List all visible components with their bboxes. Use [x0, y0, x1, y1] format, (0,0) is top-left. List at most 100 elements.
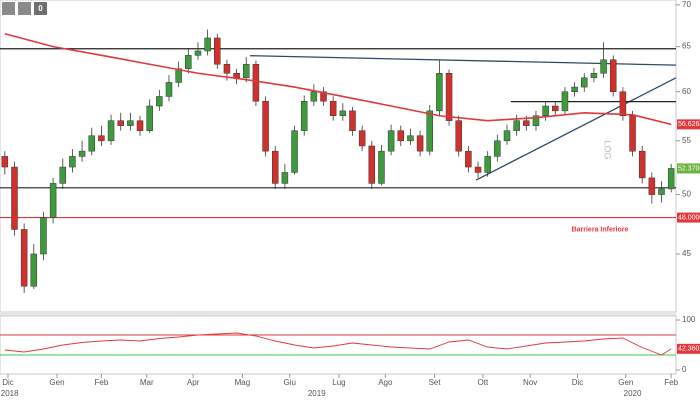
candle-body [320, 91, 327, 102]
candle-body [88, 135, 95, 152]
value-tag-label: 42.3602 [678, 346, 700, 353]
candle-body [629, 115, 636, 152]
candle-body [513, 120, 520, 131]
x-tick-label: Apr [187, 378, 200, 387]
candle-body [609, 59, 617, 92]
x-tick-label: Lug [332, 378, 345, 387]
value-tag-label: 56.6264 [678, 121, 700, 128]
candle-body [581, 77, 588, 88]
x-tick-label: Gen [49, 378, 64, 387]
candle-body [107, 120, 115, 142]
candle-body [368, 145, 376, 184]
moving-average [4, 32, 672, 126]
candle-body [638, 150, 646, 179]
candle-body [59, 166, 67, 184]
candle-body [204, 37, 211, 52]
candle-body [1, 156, 9, 168]
toolbar: 0 [2, 2, 47, 15]
tool-counter: 0 [38, 4, 43, 13]
candle-body [397, 130, 405, 142]
y-tick-label: 70 [682, 0, 691, 9]
x-tick-label: Ott [478, 378, 489, 387]
annotation: Barriera Inferiore [572, 226, 629, 233]
candle-body [387, 130, 395, 152]
x-tick-label: Nov [523, 378, 537, 387]
value-tag [677, 212, 700, 223]
candle-body [40, 217, 47, 255]
candle-body [378, 150, 385, 184]
y-tick-label: 55 [682, 136, 691, 145]
candle-body [194, 50, 202, 56]
candle-body [445, 73, 453, 121]
candle-body [223, 63, 231, 74]
x-tick-label: Feb [664, 378, 678, 387]
candle-body [69, 156, 76, 168]
candle-body [349, 110, 356, 131]
tool-button[interactable] [2, 2, 15, 15]
tool-button[interactable] [34, 2, 47, 15]
x-tick-label: Gen [618, 378, 633, 387]
candle-body [523, 120, 530, 126]
candle-body [49, 183, 57, 218]
x-tick-label: Dic [2, 378, 14, 387]
candle-body [426, 110, 433, 152]
candle-body [667, 168, 675, 190]
candle-body [494, 140, 501, 157]
candle-body [243, 63, 250, 79]
candle-body [291, 130, 298, 173]
candle-body [310, 91, 318, 102]
y-tick-label: 60 [682, 87, 691, 96]
candle-body [619, 91, 627, 116]
scale-label: LOG [603, 140, 613, 159]
candle-body [300, 100, 308, 131]
candle-body [214, 37, 221, 65]
candle-body [185, 55, 192, 69]
x-tick-label: Set [429, 378, 442, 387]
candle-body [252, 63, 260, 102]
candle-body [465, 150, 472, 168]
candle-body [329, 100, 337, 116]
x-tick-label: Giu [283, 378, 295, 387]
candle-body [552, 105, 559, 112]
rsi-line [4, 332, 672, 356]
candle-body [271, 150, 279, 184]
value-tag-label: 52.3700 [678, 165, 700, 172]
candle-body [503, 130, 511, 142]
x-tick-label: Feb [95, 378, 109, 387]
candle-body [281, 172, 289, 184]
candle-body [165, 82, 173, 97]
candle-body [436, 73, 443, 112]
candle-body [407, 135, 414, 142]
value-tag [677, 343, 700, 354]
candle-body [484, 156, 491, 173]
candle-body [561, 91, 569, 112]
y-tick-label: 45 [682, 249, 691, 258]
y-tick-label: 50 [682, 190, 691, 199]
year-label: 2018 [1, 389, 19, 398]
candle-body [474, 166, 482, 173]
candle-body [455, 120, 462, 152]
pane-divider [0, 313, 676, 316]
candle-body [571, 86, 578, 92]
x-tick-label: Dic [572, 378, 584, 387]
candle-body [156, 96, 163, 107]
candle-body [262, 100, 269, 152]
rsi-tick-label: 0 [682, 365, 687, 374]
candle-body [11, 166, 18, 230]
price-pane [0, 0, 677, 313]
y-tick-label: 65 [682, 42, 691, 51]
candle-body [117, 120, 124, 126]
candle-body [146, 105, 153, 131]
tool-button[interactable] [18, 2, 31, 15]
candle-body [20, 229, 28, 287]
x-tick-label: Mar [140, 378, 154, 387]
candle-body [532, 115, 540, 126]
candle-body [233, 73, 240, 79]
value-tag [677, 119, 700, 130]
candle-body [590, 73, 598, 79]
candle-body [416, 135, 424, 152]
candle-body [136, 120, 144, 131]
x-tick-label: Ago [378, 378, 393, 387]
